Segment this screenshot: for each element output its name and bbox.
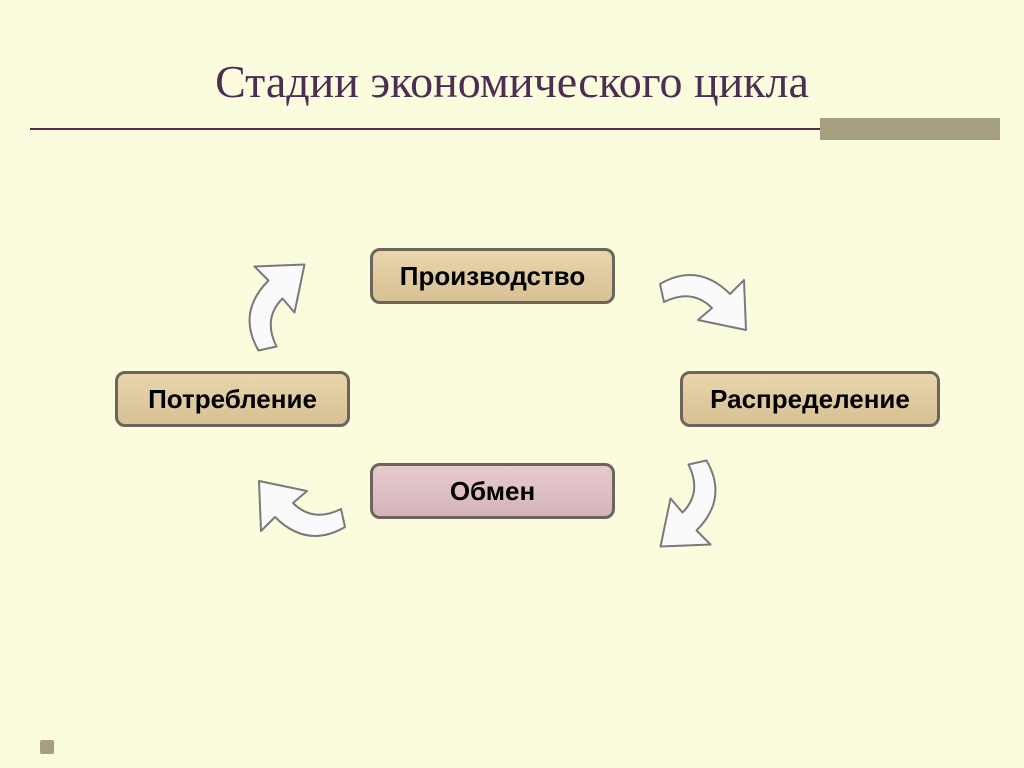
node-consumption: Потребление (115, 371, 350, 427)
node-label: Распределение (710, 384, 910, 415)
node-label: Производство (400, 261, 585, 292)
page-title: Стадии экономического цикла (0, 55, 1024, 108)
arrow-consumption-to-production (223, 251, 348, 371)
curved-arrow-icon (223, 251, 343, 371)
title-rule-thick (820, 118, 1000, 140)
node-distribution: Распределение (680, 371, 940, 427)
slide: Стадии экономического цикла Производство… (0, 0, 1024, 768)
curved-arrow-icon (640, 248, 760, 368)
node-label: Потребление (148, 384, 317, 415)
arrow-exchange-to-consumption (245, 438, 365, 563)
node-exchange: Обмен (370, 463, 615, 519)
arrow-production-to-distribution (640, 248, 760, 373)
node-production: Производство (370, 248, 615, 304)
curved-arrow-icon (245, 443, 365, 563)
curved-arrow-icon (623, 441, 743, 561)
slide-bullet (40, 740, 54, 754)
arrow-distribution-to-exchange (618, 441, 743, 561)
node-label: Обмен (450, 476, 535, 507)
